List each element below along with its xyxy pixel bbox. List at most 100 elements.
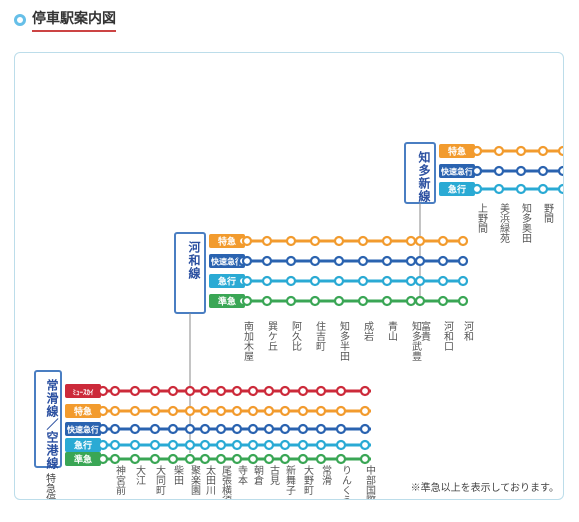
station-label: 富貴: [419, 320, 431, 342]
station-label: 古見: [268, 464, 280, 486]
stop-marker: [299, 387, 307, 395]
stop-marker: [439, 297, 447, 305]
station-label: 住吉町: [314, 320, 326, 351]
station-label: 知多半田: [338, 320, 350, 361]
stop-marker: [201, 387, 209, 395]
line-name-label: 知多新線: [417, 150, 431, 203]
station-label: 成岩: [362, 321, 374, 342]
stop-marker: [459, 277, 467, 285]
stop-marker: [361, 387, 369, 395]
service-label: 快速急行: [441, 167, 473, 177]
stop-marker: [383, 297, 391, 305]
station-label: 大江: [134, 464, 146, 485]
stop-marker: [169, 455, 177, 463]
stop-marker: [473, 147, 481, 155]
stop-marker: [217, 455, 225, 463]
stop-marker: [473, 185, 481, 193]
stop-marker: [335, 277, 343, 285]
stop-marker: [201, 425, 209, 433]
diagram-frame: 知多新線特急快速急行急行上野間美浜緑苑知多奥田野間内海河和線特急快速急行急行準急…: [14, 52, 564, 500]
stop-marker: [263, 297, 271, 305]
stop-marker: [459, 237, 467, 245]
stop-marker: [459, 297, 467, 305]
stop-marker: [559, 167, 564, 175]
station-label: 尾張横須賀: [220, 465, 232, 500]
service-label: 急行: [448, 184, 466, 195]
stop-marker: [335, 237, 343, 245]
stop-marker: [233, 407, 241, 415]
footnote-label: 特急停車駅: [44, 473, 56, 500]
stop-marker: [359, 277, 367, 285]
stop-marker: [111, 425, 119, 433]
service-label: 準急: [74, 454, 92, 465]
stop-marker: [383, 257, 391, 265]
service-label: 特急: [448, 146, 466, 157]
stop-marker: [495, 185, 503, 193]
stop-marker: [131, 407, 139, 415]
stop-marker: [186, 441, 194, 449]
stop-marker: [263, 257, 271, 265]
stop-marker: [439, 237, 447, 245]
stop-marker: [311, 257, 319, 265]
station-label: 阿久比: [290, 321, 302, 351]
stop-marker: [111, 407, 119, 415]
page-title: 停車駅案内図: [32, 8, 116, 32]
stop-marker: [311, 277, 319, 285]
stop-marker: [243, 277, 251, 285]
stop-marker: [361, 455, 369, 463]
stop-marker: [311, 237, 319, 245]
station-label: 柴田: [172, 464, 184, 485]
station-label: 中部国際空港: [364, 464, 376, 500]
stop-marker: [559, 185, 564, 193]
stop-marker: [233, 455, 241, 463]
stop-marker: [517, 147, 525, 155]
stop-marker: [281, 455, 289, 463]
station-label: 内海: [562, 202, 565, 224]
stop-marker: [169, 387, 177, 395]
stop-marker: [186, 425, 194, 433]
stop-marker: [131, 425, 139, 433]
stop-marker: [539, 147, 547, 155]
stop-marker: [263, 277, 271, 285]
station-label: 青山: [386, 320, 398, 341]
stop-marker: [201, 407, 209, 415]
stop-marker: [233, 425, 241, 433]
stop-marker: [281, 387, 289, 395]
stop-marker: [317, 407, 325, 415]
station-label: 河和: [462, 321, 474, 342]
stop-marker: [407, 257, 415, 265]
station-label: 新舞子: [284, 464, 296, 495]
stop-marker: [416, 257, 424, 265]
stop-marker: [299, 455, 307, 463]
stop-marker: [416, 297, 424, 305]
stop-marker: [287, 257, 295, 265]
stop-marker: [169, 425, 177, 433]
stop-marker: [359, 297, 367, 305]
route-diagram: 知多新線特急快速急行急行上野間美浜緑苑知多奥田野間内海河和線特急快速急行急行準急…: [15, 53, 564, 500]
stop-marker: [383, 237, 391, 245]
stop-marker: [265, 425, 273, 433]
stop-marker: [337, 441, 345, 449]
stop-marker: [407, 297, 415, 305]
station-label: 美浜緑苑: [498, 202, 510, 243]
service-label: 準急: [218, 296, 236, 307]
stop-marker: [559, 147, 564, 155]
station-label: 太田川: [204, 464, 216, 495]
stop-marker: [243, 257, 251, 265]
stop-marker: [217, 387, 225, 395]
stop-marker: [99, 455, 107, 463]
stop-marker: [131, 387, 139, 395]
stop-marker: [151, 407, 159, 415]
station-label: 大同町: [154, 464, 166, 495]
stop-marker: [439, 257, 447, 265]
note-label: ※準急以上を表示しております。: [411, 481, 559, 494]
stop-marker: [473, 167, 481, 175]
stop-marker: [317, 455, 325, 463]
stop-marker: [539, 167, 547, 175]
stop-marker: [263, 237, 271, 245]
stop-marker: [337, 425, 345, 433]
stop-marker: [169, 441, 177, 449]
stop-marker: [201, 455, 209, 463]
service-label: 特急: [74, 406, 92, 417]
bullet-icon: [14, 14, 26, 26]
